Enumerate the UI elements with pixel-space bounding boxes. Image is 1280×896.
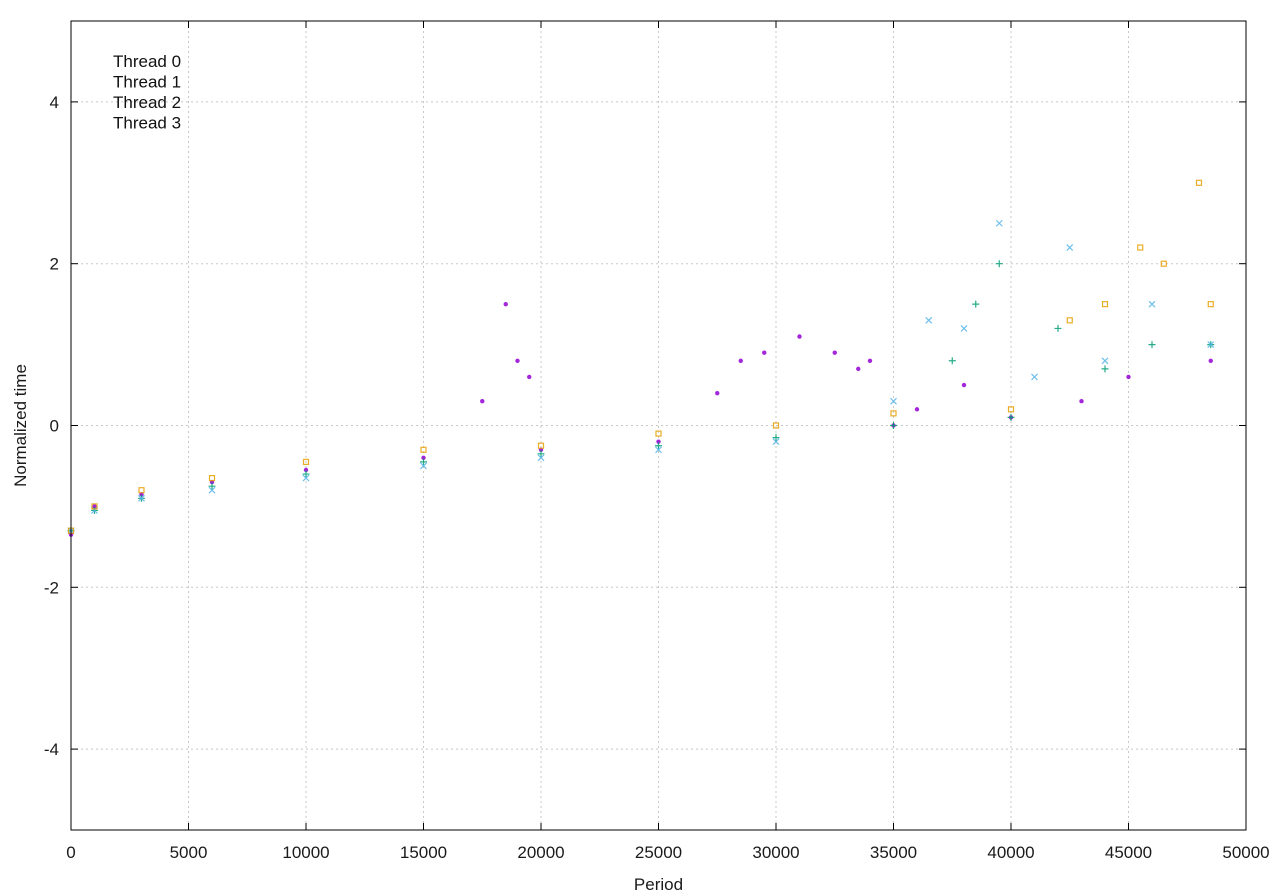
- legend-label-thread-2: Thread 2: [113, 93, 181, 112]
- data-point: [1148, 341, 1156, 349]
- data-point: [772, 434, 780, 442]
- data-point: [208, 474, 216, 482]
- data-point: [856, 366, 861, 372]
- data-point: [515, 358, 520, 363]
- y-tick-label: 2: [50, 255, 59, 274]
- data-point: [1079, 399, 1084, 404]
- data-point: [91, 503, 98, 510]
- data-point: [421, 455, 426, 461]
- data-point: [537, 454, 545, 462]
- x-tick-label: 50000: [1222, 843, 1269, 862]
- data-point: [503, 301, 508, 307]
- data-point: [1101, 357, 1109, 365]
- x-tick-label: 20000: [517, 843, 564, 862]
- data-point: [655, 442, 662, 450]
- data-point: [890, 397, 897, 405]
- data-point: [208, 486, 216, 494]
- data-point: [420, 446, 427, 453]
- data-point: [1031, 373, 1038, 381]
- data-point: [420, 462, 427, 470]
- data-point: [302, 458, 310, 466]
- data-point: [1007, 413, 1015, 421]
- data-point: [960, 324, 968, 332]
- data-point: [1207, 301, 1214, 308]
- series-thread-3: [67, 179, 1214, 534]
- data-point: [420, 458, 427, 466]
- data-point: [867, 358, 873, 363]
- data-point: [537, 442, 545, 449]
- data-point: [656, 439, 661, 444]
- x-tick-label: 15000: [400, 843, 447, 862]
- data-point: [715, 390, 720, 396]
- data-point: [772, 438, 780, 446]
- data-point: [138, 494, 145, 502]
- data-point: [655, 446, 662, 454]
- data-point: [1207, 341, 1215, 349]
- grid: [71, 21, 1246, 830]
- y-tick-label: 4: [50, 93, 59, 112]
- data-points: [67, 179, 1215, 537]
- data-point: [832, 350, 837, 355]
- data-point: [302, 474, 310, 482]
- data-point: [92, 504, 97, 509]
- data-point: [527, 374, 532, 380]
- data-point: [762, 350, 767, 355]
- data-point: [480, 399, 485, 404]
- data-point: [914, 407, 920, 412]
- legend-label-thread-0: Thread 0: [113, 52, 181, 71]
- x-tick-label: 30000: [752, 843, 799, 862]
- data-point: [1126, 374, 1131, 380]
- legend: Thread 0 Thread 1 Thread 2 Thread 3: [113, 52, 181, 133]
- y-axis-title: Normalized time: [11, 364, 30, 487]
- data-point: [890, 410, 897, 417]
- axis-ticks: 0 5000 10000 15000 20000 25000 30000 35000 40000…: [44, 21, 1270, 862]
- data-point: [772, 422, 780, 429]
- x-tick-label: 0: [66, 843, 75, 862]
- x-tick-label: 45000: [1105, 843, 1152, 862]
- series-thread-2: [67, 219, 1215, 535]
- data-point: [948, 357, 956, 365]
- data-point: [995, 219, 1003, 227]
- data-point: [1054, 324, 1062, 332]
- data-point: [925, 316, 933, 324]
- data-point: [537, 450, 545, 458]
- data-point: [302, 470, 310, 478]
- data-point: [1101, 365, 1109, 373]
- x-tick-label: 35000: [870, 843, 917, 862]
- data-point: [890, 422, 897, 429]
- x-tick-label: 25000: [635, 843, 682, 862]
- data-point: [738, 358, 743, 363]
- data-point: [655, 430, 662, 437]
- legend-label-thread-1: Thread 1: [113, 73, 181, 92]
- data-point: [1007, 406, 1015, 413]
- data-point: [961, 382, 967, 388]
- data-point: [995, 260, 1003, 268]
- data-point: [1208, 358, 1213, 363]
- data-point: [972, 300, 980, 308]
- y-tick-label: -2: [44, 578, 59, 597]
- data-point: [1101, 301, 1109, 308]
- y-tick-label: -4: [44, 740, 59, 759]
- data-point: [138, 487, 145, 494]
- data-point: [1137, 244, 1144, 251]
- data-point: [1160, 260, 1167, 267]
- legend-label-thread-3: Thread 3: [113, 114, 181, 133]
- y-tick-label: 0: [50, 417, 59, 436]
- data-point: [303, 467, 309, 473]
- x-axis-title: Period: [634, 875, 683, 894]
- x-tick-label: 5000: [170, 843, 208, 862]
- data-point: [1195, 179, 1203, 186]
- data-point: [208, 482, 216, 490]
- series-thread-1: [67, 260, 1215, 535]
- data-point: [1066, 244, 1074, 251]
- x-tick-label: 10000: [282, 843, 329, 862]
- data-point: [1066, 317, 1073, 324]
- series-thread-0: [68, 301, 1213, 537]
- x-tick-label: 40000: [987, 843, 1034, 862]
- data-point: [797, 334, 802, 339]
- data-point: [1148, 300, 1156, 308]
